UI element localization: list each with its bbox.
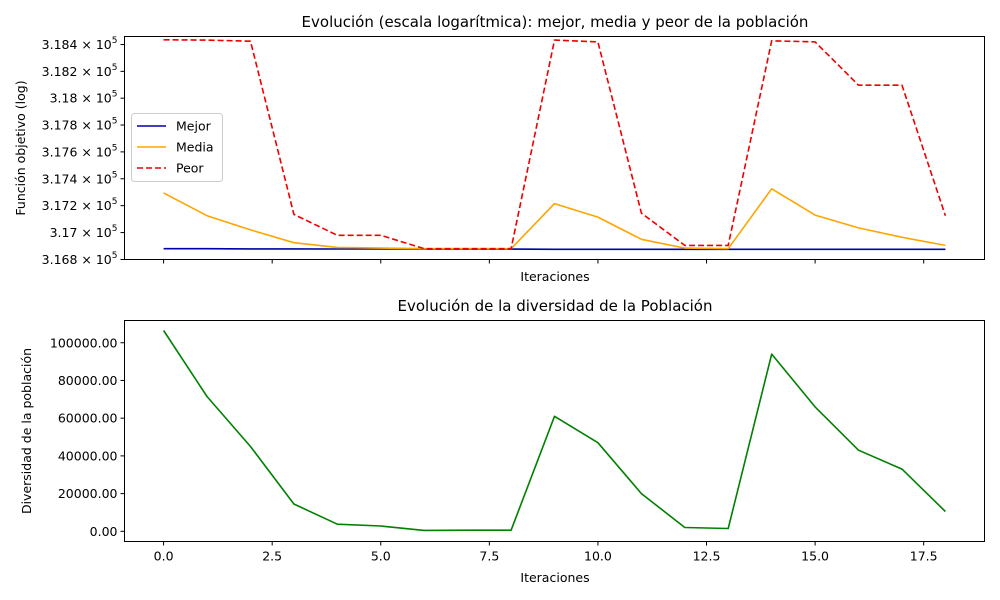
series-line-diversity: [162, 330, 946, 532]
diversity-x-axis-label: Iteraciones: [520, 570, 589, 585]
diversity-chart-title: Evolución de la diversidad de la Poblaci…: [398, 297, 713, 315]
x-tick-label: 0.0: [154, 549, 174, 564]
series-line-media: [163, 188, 946, 250]
diversity-plot-frame: [124, 320, 985, 542]
y-tick-label: 3.172 × 105: [42, 197, 118, 213]
diversity-panel: Evolución de la diversidad de la Poblaci…: [19, 297, 985, 585]
y-tick-label: 3.182 × 105: [42, 63, 118, 79]
y-tick-label: 3.17 × 105: [50, 224, 118, 240]
legend-box: [131, 113, 223, 182]
legend-label-peor: Peor: [176, 161, 204, 176]
objective-x-ticks: [163, 259, 925, 264]
y-tick-label: 3.184 × 105: [42, 36, 118, 52]
y-tick-label: 3.178 × 105: [42, 117, 118, 133]
legend-label-media: Media: [176, 140, 214, 155]
legend-label-mejor: Mejor: [176, 119, 212, 134]
diversity-y-axis-label: Diversidad de la población: [19, 348, 34, 514]
x-tick-label: 12.5: [693, 549, 721, 564]
y-tick-label: 0.00: [90, 524, 118, 539]
diversity-x-ticks: 0.0 2.5 5.0 7.5 10.0 12.5 15.0 17.5: [154, 541, 938, 564]
y-tick-label: 3.176 × 105: [42, 143, 118, 159]
objective-plot-frame: [124, 36, 985, 260]
y-tick-label: 3.18 × 105: [50, 90, 118, 106]
x-tick-label: 7.5: [479, 549, 499, 564]
x-tick-label: 15.0: [801, 549, 829, 564]
y-tick-label: 100000.00: [50, 335, 118, 350]
diversity-y-ticks: 0.00 20000.00 40000.00 60000.00 80000.00 1000…: [50, 335, 125, 539]
diversity-series-lines: [162, 330, 946, 532]
objective-panel: Evolución (escala logarítmica): mejor, m…: [13, 13, 985, 284]
y-tick-label: 20000.00: [58, 486, 118, 501]
x-tick-label: 2.5: [262, 549, 282, 564]
objective-series-lines: [163, 39, 947, 251]
objective-y-axis-label: Función objetivo (log): [13, 80, 28, 215]
legend: Mejor Media Peor: [131, 113, 223, 182]
y-tick-label: 60000.00: [58, 411, 118, 426]
objective-y-ticks: 3.168 × 105 3.17 × 105 3.172 × 105 3.174 × …: [42, 36, 125, 267]
series-line-peor: [163, 39, 947, 250]
x-tick-label: 17.5: [910, 549, 938, 564]
y-tick-label: 3.174 × 105: [42, 170, 118, 186]
y-tick-label: 80000.00: [58, 373, 118, 388]
objective-x-axis-label: Iteraciones: [520, 269, 589, 284]
x-tick-label: 10.0: [584, 549, 612, 564]
y-tick-label: 3.168 × 105: [42, 251, 118, 267]
series-line-mejor: [163, 247, 946, 251]
y-tick-label: 40000.00: [58, 448, 118, 463]
x-tick-label: 5.0: [371, 549, 391, 564]
objective-chart-title: Evolución (escala logarítmica): mejor, m…: [302, 13, 809, 31]
